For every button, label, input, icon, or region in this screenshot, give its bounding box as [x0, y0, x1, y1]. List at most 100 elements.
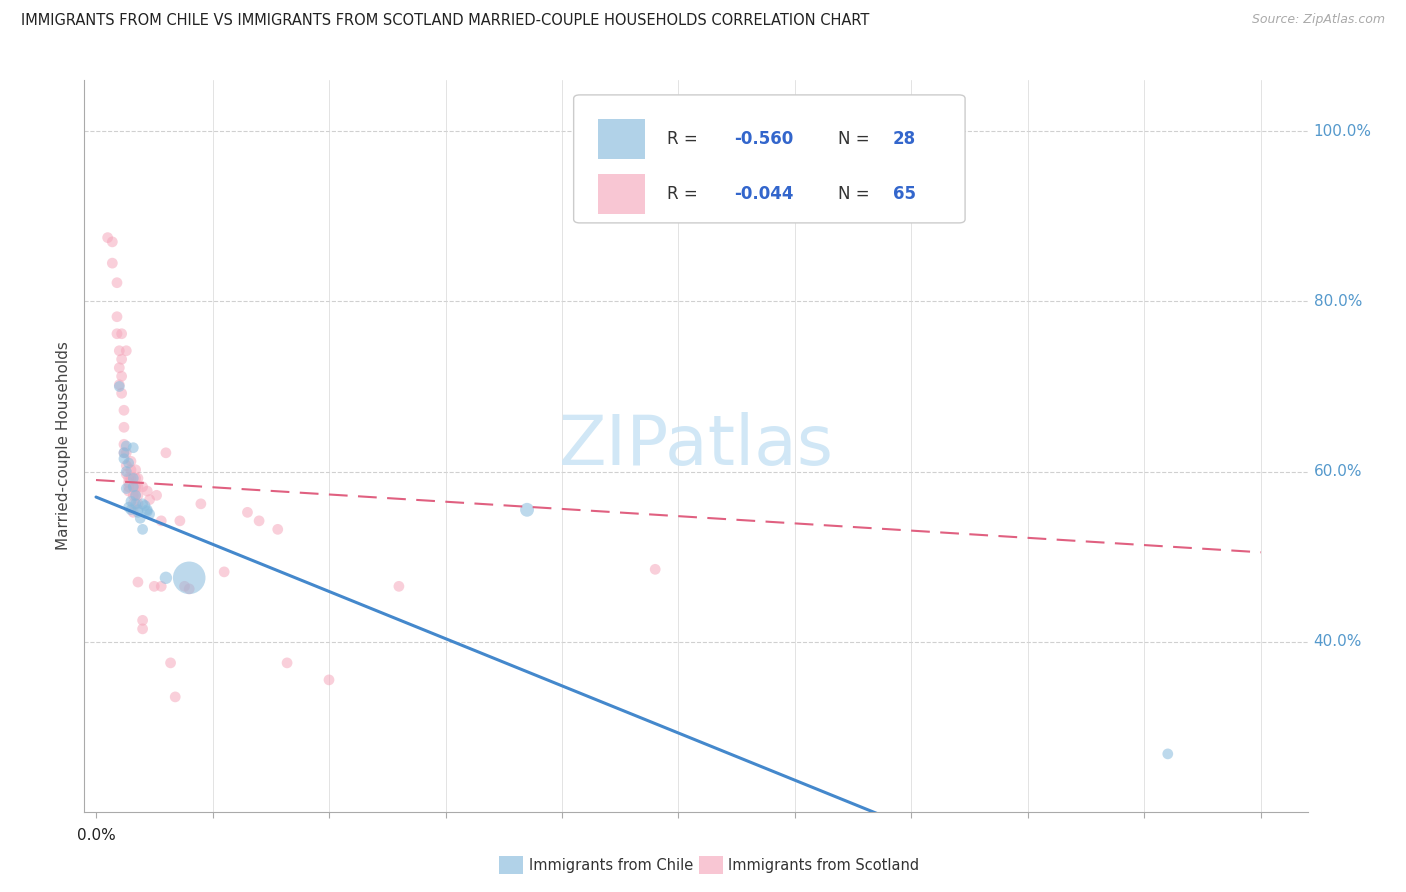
Point: [108, 377, 131, 392]
Point: [120, 463, 142, 477]
Point: [122, 480, 145, 494]
Point: [122, 441, 145, 455]
Text: Source: ZipAtlas.com: Source: ZipAtlas.com: [1251, 13, 1385, 27]
Text: N =: N =: [838, 130, 875, 148]
Text: -0.560: -0.560: [734, 130, 793, 148]
Point: [117, 484, 139, 499]
Point: [105, 276, 128, 290]
Point: [124, 471, 146, 485]
Text: 80.0%: 80.0%: [1313, 293, 1362, 309]
Point: [108, 360, 131, 375]
Point: [115, 467, 138, 481]
Point: [105, 310, 128, 324]
Point: [124, 463, 146, 477]
Point: [179, 582, 201, 596]
Point: [136, 504, 159, 518]
Point: [117, 471, 139, 485]
Point: [112, 446, 135, 460]
Point: [127, 488, 149, 502]
Point: [115, 343, 138, 358]
Text: 40.0%: 40.0%: [1313, 634, 1362, 649]
Point: [117, 480, 139, 494]
Point: [143, 579, 166, 593]
Point: [108, 379, 131, 393]
Point: [212, 565, 235, 579]
Point: [276, 656, 298, 670]
Text: 60.0%: 60.0%: [1313, 464, 1362, 479]
Point: [136, 484, 159, 499]
Point: [111, 352, 134, 367]
Point: [236, 505, 259, 519]
Point: [127, 505, 149, 519]
Text: 100.0%: 100.0%: [1313, 124, 1372, 139]
Text: 0.0%: 0.0%: [77, 828, 115, 843]
Point: [136, 503, 159, 517]
Point: [131, 613, 153, 627]
Text: R =: R =: [666, 130, 703, 148]
Point: [120, 454, 142, 468]
Point: [115, 458, 138, 473]
Point: [165, 690, 187, 704]
Point: [120, 494, 142, 508]
Point: [117, 456, 139, 470]
FancyBboxPatch shape: [574, 95, 965, 223]
Point: [155, 446, 177, 460]
Point: [122, 505, 145, 519]
Point: [138, 507, 160, 521]
Point: [122, 488, 145, 502]
Point: [124, 497, 146, 511]
Point: [101, 256, 124, 270]
Point: [134, 499, 156, 513]
Point: [1157, 747, 1180, 761]
Point: [120, 503, 142, 517]
Text: 28: 28: [893, 130, 917, 148]
Point: [122, 497, 145, 511]
Point: [131, 622, 153, 636]
Point: [179, 571, 201, 585]
Point: [145, 488, 167, 502]
Text: Immigrants from Chile: Immigrants from Chile: [529, 858, 693, 872]
Point: [131, 497, 153, 511]
Point: [150, 579, 173, 593]
Point: [120, 471, 142, 485]
Point: [112, 403, 135, 417]
Point: [173, 579, 195, 593]
Point: [127, 497, 149, 511]
Point: [516, 503, 538, 517]
Point: [127, 471, 149, 485]
Point: [388, 579, 411, 593]
Point: [131, 522, 153, 536]
Point: [155, 571, 177, 585]
Point: [117, 500, 139, 515]
Point: [108, 343, 131, 358]
FancyBboxPatch shape: [598, 119, 644, 159]
Point: [124, 488, 146, 502]
Point: [112, 437, 135, 451]
Point: [124, 488, 146, 502]
Point: [105, 326, 128, 341]
Point: [318, 673, 340, 687]
Point: [127, 503, 149, 517]
Point: [127, 480, 149, 494]
Point: [127, 575, 149, 590]
Point: [247, 514, 270, 528]
Text: R =: R =: [666, 185, 703, 202]
Point: [112, 451, 135, 466]
Point: [111, 369, 134, 384]
Point: [129, 511, 152, 525]
Point: [111, 386, 134, 401]
Point: [150, 514, 173, 528]
Point: [112, 420, 135, 434]
Text: Immigrants from Scotland: Immigrants from Scotland: [728, 858, 920, 872]
Text: ZIPatlas: ZIPatlas: [558, 412, 834, 480]
Point: [131, 480, 153, 494]
Point: [122, 471, 145, 485]
Point: [115, 465, 138, 479]
Point: [159, 656, 181, 670]
Y-axis label: Married-couple Households: Married-couple Households: [56, 342, 72, 550]
Point: [267, 522, 290, 536]
Point: [190, 497, 212, 511]
Point: [115, 439, 138, 453]
Point: [644, 562, 666, 576]
Point: [115, 482, 138, 496]
